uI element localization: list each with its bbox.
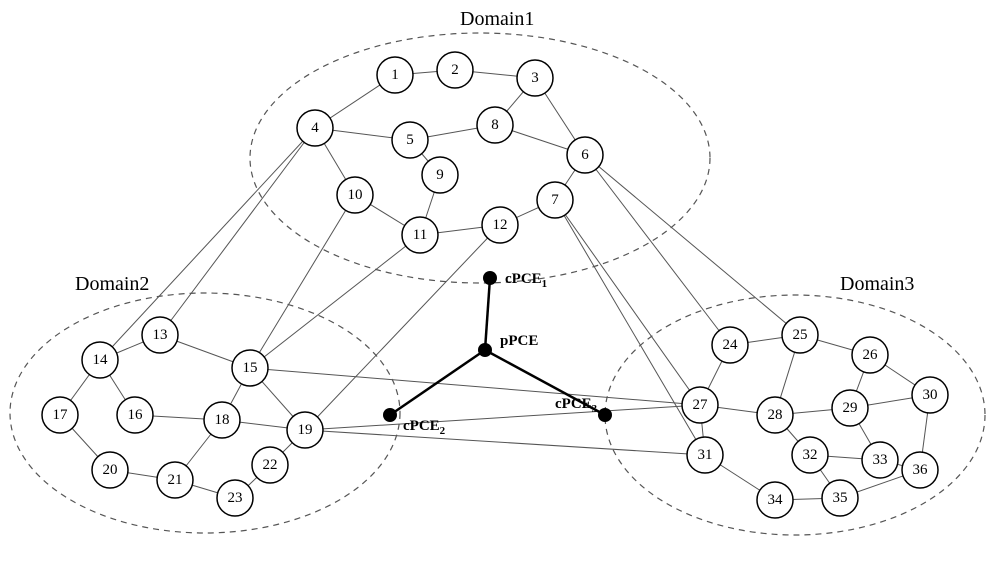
node-12-label: 12 <box>493 217 508 233</box>
pce-group: cPCE1 pPCE cPCE2 cPCE3 <box>383 271 612 437</box>
node-30-label: 30 <box>923 387 938 403</box>
node-34-label: 34 <box>768 492 784 508</box>
cPCE1-label: cPCE1 <box>505 271 547 290</box>
pce-edge-pPCE-cPCE2 <box>390 350 485 415</box>
node-14: 14 <box>82 342 118 378</box>
node-1: 1 <box>377 57 413 93</box>
node-25-label: 25 <box>793 327 808 343</box>
edge-4-13 <box>160 128 315 335</box>
domain3-label: Domain3 <box>840 273 914 295</box>
edge-12-19 <box>305 225 500 430</box>
node-20: 20 <box>92 452 128 488</box>
node-11-label: 11 <box>413 227 427 243</box>
edge-10-15 <box>250 195 355 368</box>
node-33: 33 <box>862 442 898 478</box>
cPCE2-dot <box>383 408 397 422</box>
node-2: 2 <box>437 52 473 88</box>
node-24-label: 24 <box>723 337 739 353</box>
pPCE-label: pPCE <box>500 333 538 349</box>
node-17: 17 <box>42 397 78 433</box>
node-35-label: 35 <box>833 490 848 506</box>
node-12: 12 <box>482 207 518 243</box>
node-4-label: 4 <box>311 120 319 136</box>
edge-15-27 <box>250 368 700 405</box>
edge-7-27 <box>555 200 700 405</box>
node-25: 25 <box>782 317 818 353</box>
node-7-label: 7 <box>551 192 559 208</box>
edge-4-14 <box>100 128 315 360</box>
node-20-label: 20 <box>103 462 118 478</box>
pPCE-dot <box>478 343 492 357</box>
node-4: 4 <box>297 110 333 146</box>
cPCE1-dot <box>483 271 497 285</box>
node-19-label: 19 <box>298 422 313 438</box>
pce-edge-cPCE1-pPCE <box>485 278 490 350</box>
node-17-label: 17 <box>53 407 69 423</box>
cPCE3-dot <box>598 408 612 422</box>
node-24: 24 <box>712 327 748 363</box>
node-27: 27 <box>682 387 718 423</box>
node-21: 21 <box>157 462 193 498</box>
node-5-label: 5 <box>406 132 414 148</box>
node-13: 13 <box>142 317 178 353</box>
node-16: 16 <box>117 397 153 433</box>
node-32: 32 <box>792 437 828 473</box>
node-8-label: 8 <box>491 117 499 133</box>
node-10-label: 10 <box>348 187 363 203</box>
node-7: 7 <box>537 182 573 218</box>
node-3-label: 3 <box>531 70 539 86</box>
node-36-label: 36 <box>913 462 929 478</box>
node-13-label: 13 <box>153 327 168 343</box>
node-32-label: 32 <box>803 447 818 463</box>
node-9-label: 9 <box>436 167 444 183</box>
edge-19-27 <box>305 405 700 430</box>
node-31-label: 31 <box>698 447 713 463</box>
node-30: 30 <box>912 377 948 413</box>
edge-6-25 <box>585 155 800 335</box>
node-33-label: 33 <box>873 452 888 468</box>
node-6-label: 6 <box>581 147 589 163</box>
node-28: 28 <box>757 397 793 433</box>
node-19: 19 <box>287 412 323 448</box>
domain1-label: Domain1 <box>460 8 534 30</box>
node-29-label: 29 <box>843 400 858 416</box>
node-26-label: 26 <box>863 347 879 363</box>
node-27-label: 27 <box>693 397 709 413</box>
node-26: 26 <box>852 337 888 373</box>
node-35: 35 <box>822 480 858 516</box>
edge-6-24 <box>585 155 730 345</box>
node-11: 11 <box>402 217 438 253</box>
domain2-label: Domain2 <box>75 273 149 295</box>
node-3: 3 <box>517 60 553 96</box>
edge-7-31 <box>555 200 705 455</box>
node-21-label: 21 <box>168 472 183 488</box>
node-10: 10 <box>337 177 373 213</box>
node-15: 15 <box>232 350 268 386</box>
cPCE2-label: cPCE2 <box>403 418 446 437</box>
node-8: 8 <box>477 107 513 143</box>
cPCE3-label: cPCE3 <box>555 396 598 415</box>
node-22-label: 22 <box>263 457 278 473</box>
node-6: 6 <box>567 137 603 173</box>
node-18-label: 18 <box>215 412 230 428</box>
node-31: 31 <box>687 437 723 473</box>
node-23-label: 23 <box>228 490 243 506</box>
node-16-label: 16 <box>128 407 144 423</box>
node-14-label: 14 <box>93 352 109 368</box>
node-1-label: 1 <box>391 67 399 83</box>
node-15-label: 15 <box>243 360 258 376</box>
network-diagram: 1234567891011121314151617181920212223242… <box>0 0 1000 570</box>
node-18: 18 <box>204 402 240 438</box>
node-34: 34 <box>757 482 793 518</box>
node-5: 5 <box>392 122 428 158</box>
node-22: 22 <box>252 447 288 483</box>
node-2-label: 2 <box>451 62 459 78</box>
node-36: 36 <box>902 452 938 488</box>
node-28-label: 28 <box>768 407 783 423</box>
node-9: 9 <box>422 157 458 193</box>
node-29: 29 <box>832 390 868 426</box>
edge-19-31 <box>305 430 705 455</box>
node-23: 23 <box>217 480 253 516</box>
nodes-group: 1234567891011121314151617181920212223242… <box>42 52 948 518</box>
